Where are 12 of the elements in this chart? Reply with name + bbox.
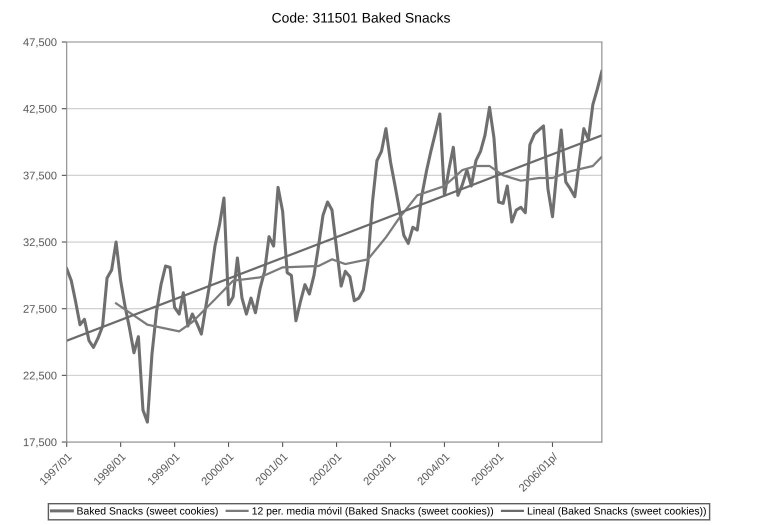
y-tick-label: 42,500 <box>23 104 57 114</box>
y-tick-label: 37,500 <box>23 172 57 181</box>
y-tick-label: 22,500 <box>24 372 57 381</box>
y-tick-label: 47,500 <box>23 38 57 48</box>
y-tick-label: 32,500 <box>23 238 57 248</box>
legend-label: Baked Snacks (sweet cookies) <box>77 506 218 517</box>
y-tick-label: 27,500 <box>24 304 57 314</box>
y-tick-label: 17,500 <box>24 438 57 448</box>
chart-title: Code: 311501 Baked Snacks <box>272 12 450 23</box>
line-series <box>66 70 602 424</box>
legend-label: Lineal (Baked Snacks (sweet cookies)) <box>528 506 706 517</box>
legend-label: 12 per. media móvil (Baked Snacks (sweet cookies)) <box>252 506 494 517</box>
